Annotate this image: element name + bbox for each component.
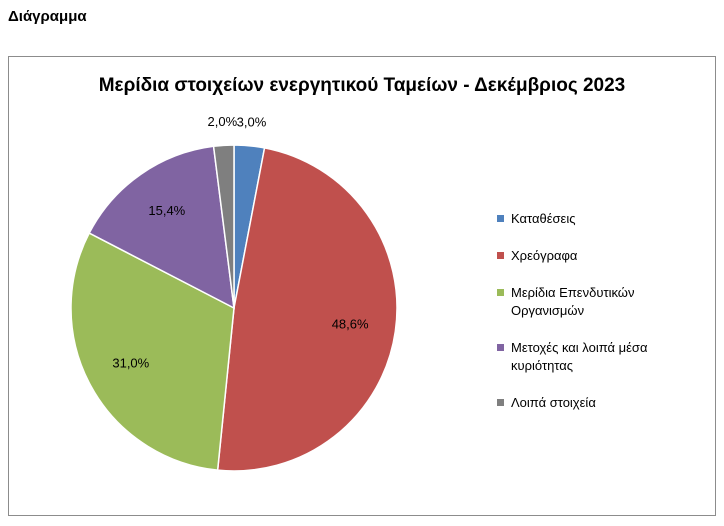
pie-slice (88, 145, 235, 310)
legend-item: Λοιπά στοιχεία (497, 394, 697, 412)
legend-swatch (497, 288, 504, 296)
legend-label: Μετοχές και λοιπά μέσα κυριότητας (511, 340, 648, 374)
pie-slice (70, 232, 235, 471)
data-label: 31,0% (112, 355, 149, 370)
heading: Διάγραμμα (8, 8, 87, 25)
legend-label: Χρεόγραφα (511, 247, 578, 263)
legend-label: Λοιπά στοιχεία (511, 395, 596, 411)
legend-item: Μερίδια Επενδυτικών Οργανισμών (497, 284, 697, 320)
chart-frame (8, 56, 716, 516)
pie-slice (212, 144, 235, 309)
legend-item: Μετοχές και λοιπά μέσα κυριότητας (497, 339, 697, 375)
chart-title: Μερίδια στοιχείων ενεργητικού Ταμείων - … (98, 75, 626, 96)
pie-slice (216, 147, 398, 472)
legend-label: Μερίδια Επενδυτικών Οργανισμών (511, 284, 635, 318)
legend-item: Χρεόγραφα (497, 247, 697, 265)
legend-swatch (497, 344, 504, 352)
data-label: 48,6% (332, 316, 369, 331)
data-label: 3,0% (237, 114, 267, 129)
legend-swatch (497, 251, 504, 259)
legend: Καταθέσεις Χρεόγραφα Μερίδια Επενδυτικών Ο… (497, 200, 697, 422)
legend-swatch (497, 399, 504, 407)
legend-swatch (497, 214, 504, 222)
legend-label: Καταθέσεις (511, 210, 576, 226)
legend-item: Καταθέσεις (497, 210, 697, 228)
data-label: 2,0% (208, 114, 238, 129)
data-label: 15,4% (148, 203, 185, 218)
